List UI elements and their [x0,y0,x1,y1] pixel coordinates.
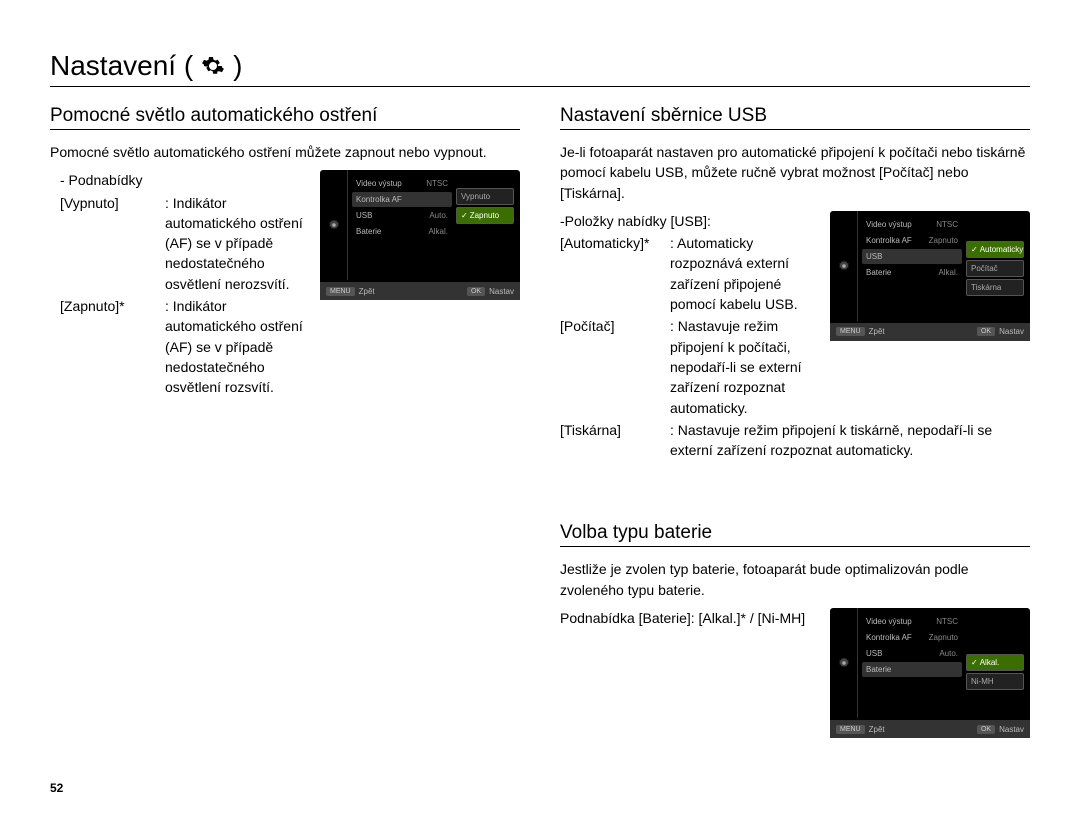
def-row: [Vypnuto] : Indikátor automatického ostř… [60,193,310,294]
set-label: Nastav [999,725,1024,734]
screenshot-sidebar [830,608,858,718]
def-val: : Indikátor automatického ostření (AF) s… [165,296,310,397]
def-row: [Zapnuto]* : Indikátor automatického ost… [60,296,310,397]
menu-row: USB [862,249,962,264]
battery-intro: Jestliže je zvolen typ baterie, fotoapar… [560,559,1030,600]
menu-row: Video výstupNTSC [862,217,962,232]
menu-row: Video výstupNTSC [352,176,452,191]
screenshot-footer: MENU Zpět OK Nastav [830,720,1030,738]
menu-row: Video výstupNTSC [862,614,962,629]
back-label: Zpět [869,725,885,734]
section-heading-af: Pomocné světlo automatického ostření [50,105,520,130]
submenu-item: Počítač [966,260,1024,277]
title-suffix: ) [233,50,242,82]
menu-row: Kontrolka AFZapnuto [862,233,962,248]
ok-key-pill: OK [977,327,995,336]
def-row: [Počítač] : Nastavuje režim připojení k … [560,316,820,417]
right-column: Nastavení sběrnice USB Je-li fotoaparát … [560,105,1030,744]
left-column: Pomocné světlo automatického ostření Pom… [50,105,520,744]
camera-screenshot-battery: Video výstupNTSC Kontrolka AFZapnuto USB… [830,608,1030,738]
back-label: Zpět [359,287,375,296]
screenshot-sidebar [320,170,348,280]
page-title: Nastavení ( ) [50,50,1030,87]
camera-screenshot-af: Video výstupNTSC Kontrolka AF USBAuto. B… [320,170,520,300]
screenshot-footer: MENU Zpět OK Nastav [320,282,520,300]
screenshot-submenu: Automaticky Počítač Tiskárna [966,241,1024,298]
set-label: Nastav [999,327,1024,336]
menu-row: Baterie [862,662,962,677]
gear-icon [201,54,225,78]
menu-row: USBAuto. [862,646,962,661]
def-key: [Počítač] [560,316,670,417]
screenshot-footer: MENU Zpět OK Nastav [830,323,1030,341]
menu-row: USBAuto. [352,208,452,223]
screenshot-menu: Video výstupNTSC Kontrolka AFZapnuto USB… [862,217,962,281]
def-key: [Zapnuto]* [60,296,165,397]
gear-icon [837,259,851,273]
menu-key-pill: MENU [836,327,865,336]
menu-row: BaterieAlkal. [862,265,962,280]
def-row: [Automaticky]* : Automaticky rozpoznává … [560,233,820,314]
def-key: [Vypnuto] [60,193,165,294]
def-row: [Tiskárna] : Nastavuje režim připojení k… [560,420,1030,461]
usb-intro: Je-li fotoaparát nastaven pro automatick… [560,142,1030,203]
menu-row: BaterieAlkal. [352,224,452,239]
af-intro: Pomocné světlo automatického ostření můž… [50,142,520,162]
def-key: [Tiskárna] [560,420,670,461]
menu-key-pill: MENU [836,725,865,734]
gear-icon [837,656,851,670]
ok-key-pill: OK [467,287,485,296]
camera-screenshot-usb: Video výstupNTSC Kontrolka AFZapnuto USB… [830,211,1030,341]
menu-row: Kontrolka AF [352,192,452,207]
def-val: : Automaticky rozpoznává externí zařízen… [670,233,820,314]
submenu-item: Alkal. [966,654,1024,671]
menu-key-pill: MENU [326,287,355,296]
ok-key-pill: OK [977,725,995,734]
def-val: : Nastavuje režim připojení k počítači, … [670,316,820,417]
menu-row: Kontrolka AFZapnuto [862,630,962,645]
title-prefix: Nastavení ( [50,50,193,82]
section-heading-usb: Nastavení sběrnice USB [560,105,1030,130]
submenu-item: Zapnuto [456,207,514,224]
section-heading-battery: Volba typu baterie [560,522,1030,547]
screenshot-menu: Video výstupNTSC Kontrolka AFZapnuto USB… [862,614,962,678]
submenu-item: Automaticky [966,241,1024,258]
submenu-item: Tiskárna [966,279,1024,296]
battery-section: Volba typu baterie Jestliže je zvolen ty… [560,522,1030,744]
gear-icon [327,218,341,232]
submenu-item: Vypnuto [456,188,514,205]
screenshot-submenu: Vypnuto Zapnuto [456,188,514,226]
def-key: [Automaticky]* [560,233,670,314]
submenu-item: Ni-MH [966,673,1024,690]
screenshot-sidebar [830,211,858,321]
set-label: Nastav [489,287,514,296]
def-val: : Indikátor automatického ostření (AF) s… [165,193,310,294]
def-val: : Nastavuje režim připojení k tiskárně, … [670,420,1030,461]
back-label: Zpět [869,327,885,336]
screenshot-menu: Video výstupNTSC Kontrolka AF USBAuto. B… [352,176,452,240]
screenshot-submenu: Alkal. Ni-MH [966,654,1024,692]
page-number: 52 [50,781,63,795]
